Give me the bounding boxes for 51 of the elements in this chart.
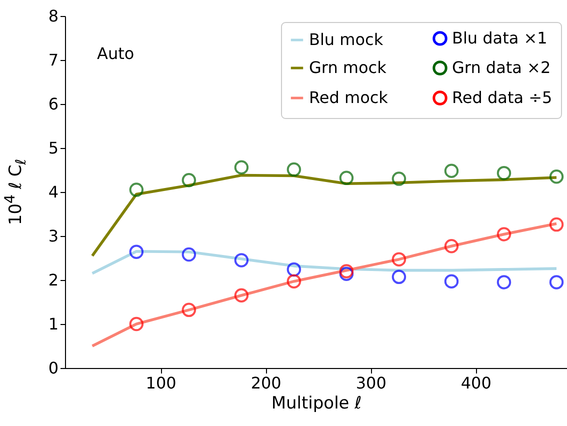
y-tick-label: 7	[48, 50, 58, 70]
point	[286, 262, 302, 277]
point	[286, 274, 302, 288]
line-series	[90, 250, 558, 275]
point	[549, 169, 564, 184]
point	[182, 173, 196, 188]
legend-label: Grn data ×2	[452, 58, 551, 77]
point	[444, 164, 459, 178]
point	[392, 270, 406, 284]
y-tick-label: 0	[48, 358, 58, 378]
y-tick-label: 2	[48, 270, 58, 290]
point	[129, 182, 144, 197]
y-tick-label: 8	[48, 6, 58, 26]
point	[444, 239, 459, 254]
y-tick-label: 6	[48, 94, 58, 114]
point	[549, 275, 564, 290]
point	[496, 166, 512, 180]
point	[444, 274, 459, 288]
point	[129, 244, 144, 259]
x-axis-title: Multipole ℓ	[271, 394, 362, 414]
point	[392, 172, 406, 186]
y-tick-label: 5	[48, 138, 58, 158]
legend-label: Blu data ×1	[452, 28, 548, 48]
legend-label: Blu mock	[309, 30, 384, 49]
point	[234, 253, 249, 268]
point	[286, 162, 302, 177]
point	[392, 252, 406, 266]
x-tick-label: 200	[250, 374, 282, 392]
x-tick-label: 300	[356, 374, 386, 392]
point	[496, 227, 512, 242]
point	[496, 275, 512, 290]
x-tick-label: 100	[146, 374, 176, 392]
line-series	[90, 222, 558, 348]
point	[339, 266, 354, 281]
x-tick-label: 400	[460, 374, 492, 392]
y-tick-label: 4	[48, 182, 58, 202]
point	[234, 160, 249, 174]
y-tick-label: 3	[48, 226, 58, 246]
point	[129, 316, 144, 332]
legend-label: Red mock	[309, 88, 389, 107]
point	[549, 217, 564, 232]
annotation: Auto	[97, 44, 134, 63]
point	[339, 170, 354, 186]
point	[339, 264, 354, 278]
point	[182, 302, 196, 318]
line-series	[90, 174, 558, 258]
point	[182, 247, 196, 262]
y-tick-label: 1	[48, 314, 58, 334]
legend-label: Grn mock	[309, 58, 388, 77]
point	[234, 288, 249, 303]
legend-label: Red data ÷5	[452, 88, 552, 107]
